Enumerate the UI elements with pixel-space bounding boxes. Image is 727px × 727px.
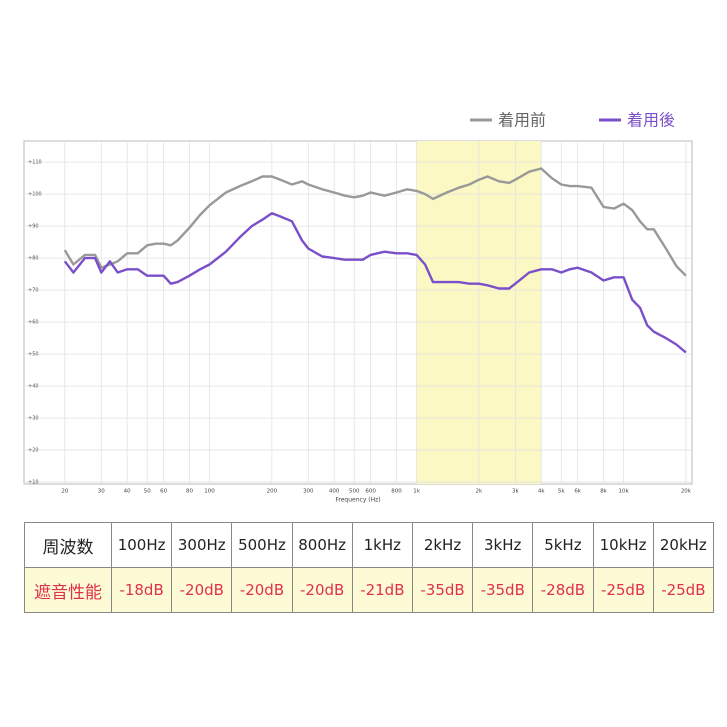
y-tick-label: +90 xyxy=(28,224,39,230)
plot-area xyxy=(23,140,693,485)
table-cell: 2kHz xyxy=(411,522,474,568)
legend-label: 着用後 xyxy=(627,111,675,130)
y-tick-label: +70 xyxy=(28,288,39,294)
x-tick-label: 2k xyxy=(476,489,483,495)
table-cell: 20kHz xyxy=(652,522,715,568)
x-tick-label: 800 xyxy=(391,489,402,495)
x-tick-label: 40 xyxy=(124,489,131,495)
y-tick-label: +110 xyxy=(28,160,42,166)
y-tick-label: +60 xyxy=(28,320,39,326)
x-tick-label: 400 xyxy=(329,489,340,495)
table-cell: -20dB xyxy=(231,567,293,613)
table-cell: -35dB xyxy=(472,567,534,613)
chart: +10 +20 +30 +40 +50 +60 +70 +80 +90 +100 +110 20 30 4… xyxy=(23,111,693,504)
x-tick-label: 10k xyxy=(619,489,630,495)
table-cell: -20dB xyxy=(171,567,233,613)
table-cell: 3kHz xyxy=(472,522,534,568)
table: 周波数 100Hz 300Hz 500Hz 800Hz 1kHz 2kHz 3kHz 5kHz 1… xyxy=(24,522,715,613)
x-tick-label: 50 xyxy=(144,489,151,495)
series-line xyxy=(63,167,687,277)
x-tick-label: 80 xyxy=(186,489,193,495)
row-header: 周波数 xyxy=(24,522,112,568)
x-tick-label: 6k xyxy=(574,489,581,495)
x-tick-label: 200 xyxy=(267,489,278,495)
row-header: 遮音性能 xyxy=(24,567,112,613)
table-row: 周波数 100Hz 300Hz 500Hz 800Hz 1kHz 2kHz 3kHz 5kHz 1… xyxy=(24,522,715,568)
table-cell: 800Hz xyxy=(291,522,353,568)
table-cell: -35dB xyxy=(411,567,474,613)
table-cell: 10kHz xyxy=(592,522,654,568)
y-tick-label: +10 xyxy=(28,480,39,486)
table-cell: 5kHz xyxy=(532,522,594,568)
y-tick-label: +20 xyxy=(28,448,39,454)
legend-label: 着用前 xyxy=(498,111,546,130)
x-tick-label: 3k xyxy=(512,489,519,495)
y-tick-label: +80 xyxy=(28,256,39,262)
table-cell: 100Hz xyxy=(110,522,173,568)
x-tick-label: 100 xyxy=(204,489,215,495)
table-cell: 300Hz xyxy=(171,522,233,568)
table-cell: -25dB xyxy=(592,567,654,613)
x-tick-label: 4k xyxy=(538,489,545,495)
table-cell: -28dB xyxy=(532,567,594,613)
x-tick-label: 5k xyxy=(558,489,565,495)
x-tick-label: 1k xyxy=(413,489,420,495)
x-axis-label: Frequency (Hz) xyxy=(335,497,380,504)
table-cell: 500Hz xyxy=(231,522,293,568)
table-cell: -20dB xyxy=(291,567,353,613)
table-row: 遮音性能 -18dB -20dB -20dB -20dB -21dB -35dB -35dB -… xyxy=(24,567,715,613)
series-line xyxy=(63,212,687,354)
x-tick-label: 600 xyxy=(365,489,376,495)
y-tick-label: +50 xyxy=(28,352,39,358)
y-tick-label: +40 xyxy=(28,384,39,390)
x-tick-label: 20 xyxy=(61,489,68,495)
x-tick-label: 500 xyxy=(349,489,360,495)
x-tick-label: 60 xyxy=(160,489,167,495)
table-cell: -25dB xyxy=(652,567,715,613)
x-tick-label: 8k xyxy=(600,489,607,495)
table-cell: -21dB xyxy=(351,567,413,613)
y-tick-label: +30 xyxy=(28,416,39,422)
x-tick-label: 30 xyxy=(98,489,105,495)
x-tick-label: 20k xyxy=(681,489,692,495)
table-cell: -18dB xyxy=(110,567,173,613)
x-tick-label: 300 xyxy=(303,489,314,495)
table-cell: 1kHz xyxy=(351,522,413,568)
y-tick-label: +100 xyxy=(28,192,42,198)
